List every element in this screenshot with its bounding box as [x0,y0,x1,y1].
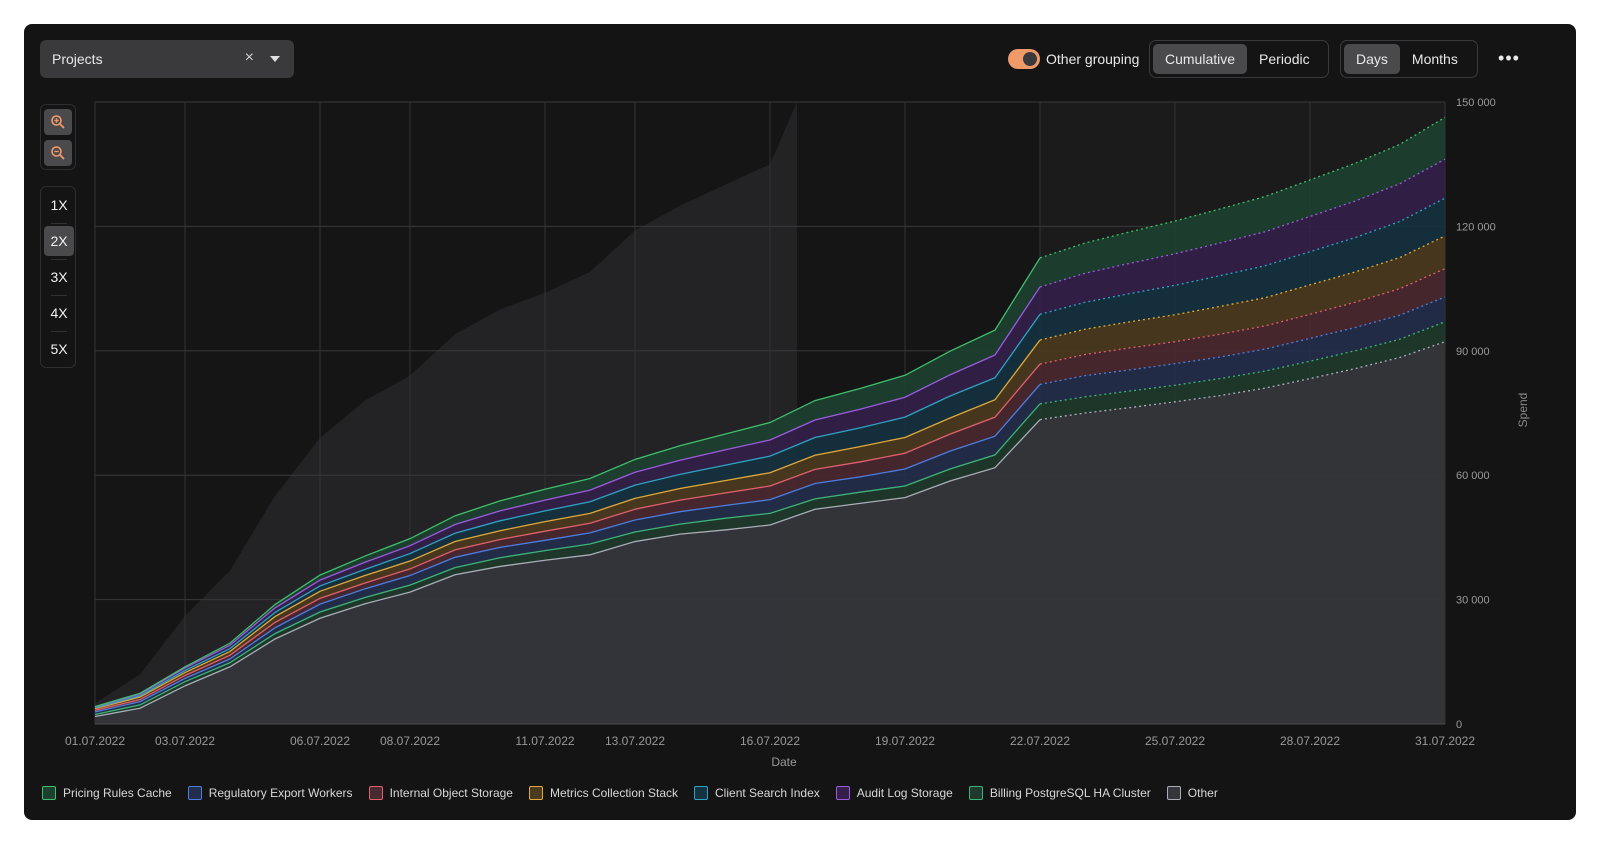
area-regulatory-export-workers [95,296,1445,715]
periodic-button[interactable]: Periodic [1259,51,1310,67]
line-other [94,419,1041,718]
line-client-search-index [94,313,1041,709]
legend-item-regulatory-export-workers[interactable]: Regulatory Export Workers [187,786,353,800]
x-axis-title: Date [771,755,797,769]
forecast-line-pricing-rules-cache [1039,116,1446,259]
legend-label: Client Search Index [715,786,820,800]
x-tick-label: 11.07.2022 [515,734,574,748]
area-internal-object-storage [95,268,1445,712]
line-audit-log-storage [94,286,1041,708]
chart-panel: Projects × Other grouping Cumulative Per… [24,24,1576,820]
x-tick-label: 22.07.2022 [1010,734,1070,748]
legend-label: Regulatory Export Workers [208,786,353,800]
legend-item-other[interactable]: Other [1166,786,1218,800]
line-pricing-rules-cache [94,257,1041,708]
line-regulatory-export-workers [94,383,1041,713]
cumulative-button[interactable]: Cumulative [1153,44,1248,74]
legend-swatch [42,786,56,800]
x-tick-label: 01.07.2022 [65,734,125,748]
x-tick-label: 25.07.2022 [1145,734,1205,748]
line-billing-postgresql-ha-cluster [94,403,1041,716]
forecast-line-metrics-collection-stack [1039,235,1446,341]
x-tick-label: 31.07.2022 [1415,734,1475,748]
more-options-button[interactable]: ••• [1498,48,1520,68]
legend-label: Internal Object Storage [389,786,513,800]
y-tick-label: 120 000 [1456,221,1496,233]
legend-item-internal-object-storage[interactable]: Internal Object Storage [368,786,513,800]
other-grouping-toggle[interactable] [1008,49,1040,69]
zoom-multiplier-controls: 1X 2X 3X 4X 5X [40,186,76,368]
line-internal-object-storage [94,363,1041,711]
multiplier-5x-button[interactable]: 5X [50,341,68,357]
legend-label: Pricing Rules Cache [63,786,172,800]
area-audit-log-storage [95,159,1445,708]
x-tick-label: 08.07.2022 [380,734,440,748]
other-grouping-label: Other grouping [1046,51,1140,67]
area-billing-postgresql-ha-cluster [95,321,1445,717]
days-button[interactable]: Days [1344,44,1400,74]
period-segmented-control: Days Months [1340,40,1478,78]
x-tick-label: 28.07.2022 [1280,734,1340,748]
x-tick-label: 13.07.2022 [605,734,665,748]
forecast-line-audit-log-storage [1039,158,1446,288]
y-tick-label: 0 [1456,719,1462,731]
legend-label: Billing PostgreSQL HA Cluster [989,786,1151,800]
zoom-in-icon[interactable] [44,109,72,135]
legend-swatch [835,786,850,800]
legend-item-audit-log-storage[interactable]: Audit Log Storage [835,786,953,800]
legend-swatch [528,786,543,800]
legend-label: Other [1187,786,1218,800]
legend-item-pricing-rules-cache[interactable]: Pricing Rules Cache [42,786,172,800]
legend-swatch [368,786,383,800]
area-other [95,341,1445,724]
legend-swatch [968,786,983,800]
mode-segmented-control: Cumulative Periodic [1149,40,1329,78]
legend-label: Audit Log Storage [856,786,953,800]
legend-swatch [187,786,202,800]
divider [51,295,67,296]
months-button[interactable]: Months [1411,51,1458,67]
divider [51,331,67,332]
multiplier-2x-button[interactable]: 2X [44,226,74,256]
y-tick-label: 150 000 [1456,97,1496,109]
line-metrics-collection-stack [94,339,1041,710]
y-axis-title: Spend [1516,393,1530,428]
legend-swatch [694,786,709,800]
other-grouping-control: Other grouping [1008,48,1139,70]
legend-item-metrics-collection-stack[interactable]: Metrics Collection Stack [528,786,679,800]
multiplier-4x-button[interactable]: 4X [50,305,68,321]
x-tick-label: 19.07.2022 [875,734,935,748]
forecast-line-internal-object-storage [1039,268,1446,365]
projects-select-label: Projects [52,51,103,67]
close-icon[interactable]: × [244,49,254,66]
y-tick-label: 30 000 [1456,595,1490,607]
y-tick-label: 60 000 [1456,470,1490,482]
zoom-out-icon[interactable] [44,140,72,166]
area-pricing-rules-cache [95,117,1445,707]
multiplier-3x-button[interactable]: 3X [50,269,68,285]
x-tick-label: 16.07.2022 [740,734,800,748]
zoom-controls [40,104,76,170]
legend-label: Metrics Collection Stack [549,786,679,800]
x-tick-label: 06.07.2022 [290,734,350,748]
chart-legend: Pricing Rules Cache Regulatory Export Wor… [42,786,1234,800]
legend-swatch [1166,786,1181,800]
multiplier-1x-button[interactable]: 1X [50,197,68,213]
projects-select[interactable]: Projects × [40,40,294,78]
divider [51,223,67,224]
x-tick-label: 03.07.2022 [155,734,215,748]
legend-item-client-search-index[interactable]: Client Search Index [694,786,820,800]
divider [51,259,67,260]
y-tick-label: 90 000 [1456,346,1490,358]
chevron-down-icon[interactable] [270,56,280,62]
toggle-knob [1023,52,1037,66]
legend-item-billing-postgresql-ha-cluster[interactable]: Billing PostgreSQL HA Cluster [968,786,1151,800]
stacked-area-chart: 0 30 000 60 000 90 000 120 000 150 000 01.07.2… [65,97,1530,769]
